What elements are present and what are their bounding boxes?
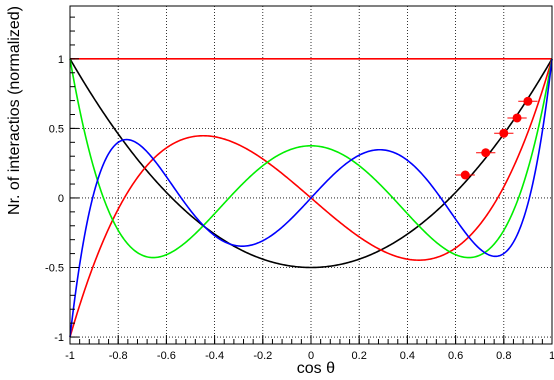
- x-tick-label: -1: [65, 350, 75, 362]
- x-tick-label: 0.4: [400, 350, 415, 362]
- x-tick-label: 0.8: [496, 350, 511, 362]
- x-tick-label: 1: [549, 350, 554, 362]
- y-axis-title: Nr. of interactios (normalized): [6, 6, 23, 215]
- data-point: [523, 96, 533, 106]
- x-axis-title: cos θ: [297, 360, 335, 377]
- y-tick-label: -0.5: [45, 262, 64, 274]
- x-tick-label: 0.6: [448, 350, 463, 362]
- curve-p4: [69, 58, 553, 259]
- x-axis: -1 -0.8 -0.6 -0.4 -0.2 0 0.2 0.4 0.6 0.8 1: [65, 335, 554, 362]
- x-tick-label: -0.2: [253, 350, 272, 362]
- data-points: [455, 96, 538, 180]
- y-tick-label: 0.5: [49, 123, 64, 135]
- y-tick-label: 1: [58, 54, 64, 66]
- data-point: [481, 148, 491, 158]
- x-tick-label: 0.2: [352, 350, 367, 362]
- data-point: [512, 113, 522, 123]
- x-tick-label: -0.4: [205, 350, 224, 362]
- x-tick-label: -0.6: [157, 350, 176, 362]
- x-tick-label: -0.8: [109, 350, 128, 362]
- y-tick-label: 0: [58, 193, 64, 205]
- y-axis: -1 -0.5 0 0.5 1: [45, 16, 79, 344]
- data-point: [499, 128, 509, 138]
- x-tick-label: 0: [308, 350, 314, 362]
- curve-p5: [69, 58, 553, 338]
- data-point: [460, 170, 470, 180]
- y-tick-label: -1: [54, 332, 64, 344]
